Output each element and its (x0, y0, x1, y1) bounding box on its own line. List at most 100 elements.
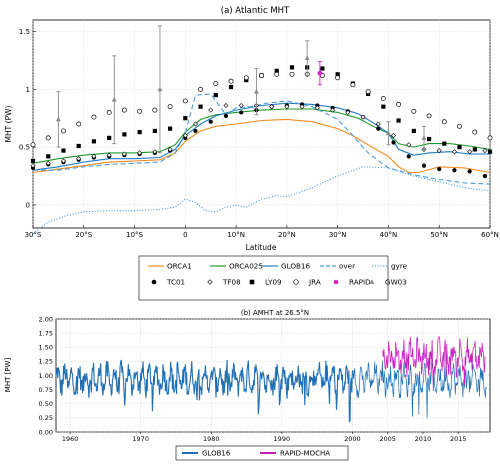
data-point (76, 156, 82, 162)
x-tick-label: 10°S (126, 231, 143, 239)
legend-label: gyre (391, 262, 408, 271)
series-tf08 (30, 102, 488, 169)
series-line-orca1 (32, 118, 491, 174)
data-point (152, 149, 158, 155)
x-tick-label: 60°N (481, 231, 499, 239)
data-point (76, 143, 81, 149)
legend-label: JRA (308, 278, 321, 287)
data-point (421, 163, 427, 168)
x-tick-label: 2005 (379, 435, 396, 443)
legend-label: RAPID-MOCHA (280, 450, 330, 458)
data-point (421, 134, 427, 140)
y-tick-label: 0 (26, 201, 30, 209)
data-point (381, 104, 386, 109)
data-point (451, 149, 457, 155)
series-orca1 (32, 118, 491, 174)
data-point (472, 129, 478, 135)
panel-a-title: (a) Atlantic MHT (221, 6, 290, 16)
data-point (406, 154, 411, 159)
data-point (396, 118, 401, 123)
x-tick-label: 30°N (329, 231, 347, 239)
x-tick-label: 2000 (344, 435, 361, 443)
legend-label: TF08 (222, 278, 241, 287)
data-point (182, 98, 188, 104)
data-point (304, 55, 310, 61)
data-point (243, 75, 249, 81)
data-point (61, 148, 66, 153)
data-point (137, 108, 143, 114)
data-point (192, 121, 199, 127)
legend-item-tf08: TF08 (207, 278, 241, 287)
data-point (482, 148, 488, 154)
data-point (472, 147, 477, 152)
data-point (259, 73, 264, 78)
y-tick-label: 1.5 (19, 28, 30, 36)
legend-marker (293, 279, 299, 285)
series-rapid (317, 61, 323, 86)
series-jra (30, 71, 493, 148)
data-point (390, 133, 397, 139)
series-orca025 (32, 108, 491, 164)
data-point (386, 130, 391, 136)
legend-label: ORCA025 (229, 262, 263, 271)
legend-item-gw03: GW03 (369, 278, 407, 287)
data-point (223, 102, 229, 109)
data-point (254, 88, 259, 94)
data-point (61, 128, 66, 134)
data-point (30, 163, 36, 169)
legend-item-jra: JRA (293, 278, 321, 287)
data-point (182, 133, 188, 139)
legend-label: GLOB16 (281, 262, 310, 271)
panel-b-x-ticks: 1960 1970 1980 1990 2000 2005 2010 2015 (62, 432, 467, 443)
x-tick-label: 10°N (227, 231, 245, 239)
y-tick-label: 1 (26, 86, 30, 94)
data-point (111, 96, 117, 102)
data-point (441, 119, 447, 125)
x-tick-label: 1990 (274, 435, 291, 443)
series-glob16 (32, 102, 490, 171)
data-point (55, 116, 61, 122)
data-point (411, 108, 417, 114)
series-gw03 (55, 25, 427, 154)
legend-item-glob16: GLOB16 (262, 262, 310, 271)
data-point (106, 109, 112, 115)
data-point (223, 113, 229, 119)
y-tick-label: 1.25 (39, 358, 53, 366)
data-point (30, 142, 36, 148)
y-tick-label: 0.75 (39, 386, 53, 394)
legend-label: GW03 (385, 278, 407, 287)
data-point (289, 65, 295, 70)
panel-b-amht: (b) AMHT at 26.5°N 0.00 0.25 0.50 0.75 1.00 1… (4, 309, 491, 461)
data-point (467, 169, 472, 174)
x-tick-label: 1960 (62, 435, 79, 443)
data-point (274, 71, 280, 77)
data-point (91, 114, 97, 120)
legend-marker (249, 279, 255, 285)
data-point (436, 148, 442, 154)
data-point (391, 140, 396, 145)
data-point (76, 121, 82, 127)
panel-a-grid (32, 20, 491, 228)
data-point (167, 146, 173, 152)
data-point (330, 107, 336, 113)
y-tick-label: 0.50 (39, 400, 53, 408)
data-point (91, 153, 97, 159)
legend-label: LY09 (265, 278, 282, 287)
legend-item-gyre: gyre (372, 262, 408, 271)
data-point (193, 128, 198, 134)
data-point (91, 139, 97, 144)
data-point (137, 129, 142, 135)
data-point (152, 107, 158, 113)
data-point (228, 84, 234, 90)
x-tick-label: 0 (183, 231, 187, 239)
data-point (380, 96, 386, 102)
panel-b-legend: GLOB16 RAPID-MOCHA (175, 445, 349, 461)
panel-a-atlantic-mht: (a) Atlantic MHT 0 0.5 1 1.5 30°S 20°S 10°S 0 1… (4, 6, 499, 301)
data-point (157, 86, 163, 92)
data-point (396, 101, 402, 107)
legend-item-glob16: GLOB16 (182, 450, 231, 458)
data-point (208, 119, 213, 124)
legend-item-orca025: ORCA025 (210, 262, 263, 271)
x-tick-label: 40°N (380, 231, 398, 239)
